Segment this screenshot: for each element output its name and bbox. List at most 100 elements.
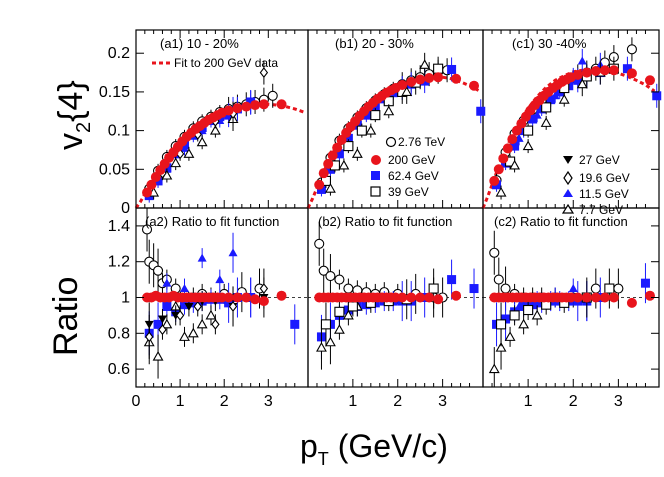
point-c1-77gev [522,140,534,151]
point-a2-200gev [250,294,261,305]
point-a2-196gev [211,318,220,330]
point-b1-200gev [397,79,408,90]
panel-label-b2: (b2) Ratio to fit function [318,214,452,229]
legend-marker-624gev [371,171,380,180]
point-b2-276tev [334,274,345,285]
point-b2-200gev [397,292,408,303]
legend-marker-200gev [371,155,381,165]
point-a2-77gev [152,350,164,361]
point-b2-276tev [314,238,325,249]
point-a2-196gev [228,301,238,312]
y-tick-label-top: 0.05 [99,161,130,178]
point-c1-200gev [581,67,592,78]
point-c2-77gev [518,318,530,329]
point-c2-276tev [613,283,624,294]
point-c2-200gev [590,292,601,303]
point-c1-624gev [652,91,662,101]
point-c2-624gev [501,314,511,324]
point-a2-27gev [157,315,167,324]
y-tick-label-bottom: 1 [121,290,130,307]
point-a2-77gev [179,331,190,341]
legend-marker-39gev [370,186,381,197]
point-c1-200gev [599,65,610,76]
y-title-top-v: v [52,133,90,150]
point-c1-200gev [502,143,513,154]
point-a2-200gev [258,296,269,307]
point-a2-77gev [187,327,199,338]
legend-label-276tev: 2.76 TeV [398,135,445,149]
point-a2-624gev [162,301,172,311]
y-tick-label-top: 0.15 [99,84,130,101]
point-a1-77gev [209,124,221,135]
point-a2-624gev [290,319,300,329]
y-title-top-sub: 2 [73,122,95,133]
x-tick-label: 2 [393,393,402,410]
point-a1-200gev [142,187,153,198]
point-b1-200gev [406,76,417,87]
point-a1-77gev [196,136,208,147]
point-a2-196gev [145,331,154,343]
point-b2-624gev [447,275,457,285]
point-b1-200gev [327,150,338,161]
point-b2-200gev [415,292,426,303]
point-b1-77gev [365,124,377,135]
ticks-layer: 0 1 2 3 1 2 3 1 2 3 0 0.05 0.1 0.15 0.2 0.6 0.8 1 1.2 1.4 [99,30,659,410]
x-tick-label: 3 [264,393,273,410]
point-a2-200gev [223,292,234,303]
point-a2-77gev [161,318,173,329]
y-tick-label-bottom: 0.6 [108,361,130,378]
point-b1-77gev [324,183,336,193]
point-a2-196gev [158,324,167,336]
panel-label-a2: (a2) Ratio to fit function [145,214,279,229]
point-c1-115gev [577,56,587,65]
point-c1-77gev [558,94,570,104]
point-c2-276tev [590,283,601,294]
point-b1-200gev [469,80,480,91]
point-b1-200gev [332,142,343,153]
point-c1-624gev [546,95,556,105]
point-c2-39gev [509,310,520,321]
point-c2-276tev [493,274,504,285]
point-a1-115gev [180,143,190,152]
point-a2-196gev [193,301,202,312]
point-c2-115gev [568,284,578,293]
point-c1-39gev [541,102,552,113]
point-c2-200gev [572,292,583,303]
y-tick-label-bottom: 0.8 [108,325,130,342]
point-c1-200gev [507,134,518,145]
point-c1-39gev [523,125,534,136]
point-a1-200gev [146,179,157,190]
point-a2-77gev [196,318,208,329]
legend-marker-77gev [561,203,575,214]
y-tick-label-top: 0 [121,200,130,217]
point-b1-39gev [343,141,354,152]
legend-label-624gev: 62.4 GeV [388,169,439,183]
point-a2-27gev [184,302,194,311]
point-a2-276tev [153,265,164,276]
point-b1-77gev [338,159,350,170]
point-b1-200gev [424,72,435,83]
point-c1-115gev [550,91,560,100]
point-b2-276tev [343,283,354,294]
legend-label-200gev: 200 GeV [388,153,435,167]
point-c2-77gev [488,363,500,374]
x-tick-label: 1 [176,393,185,410]
point-b1-39gev [433,63,444,74]
point-a1-200gev [223,105,234,116]
point-b2-276tev [325,270,336,282]
data-points-layer [141,37,662,387]
point-c2-200gev [599,292,610,303]
panel-label-c1: (c1) 30 -40% [512,36,587,51]
x-tick-label: 1 [524,393,533,410]
point-c1-200gev [644,75,655,86]
point-b1-200gev [415,74,426,85]
point-b2-39gev [347,301,358,312]
fit-legend-label: Fit to 200 GeV data [174,56,278,70]
point-c2-39gev [523,304,534,316]
point-b2-200gev [451,290,462,301]
point-b1-624gev [334,149,344,159]
x-tick-label: 3 [438,393,447,410]
point-c1-200gev [489,175,500,186]
x-tick-label: 2 [569,393,578,410]
point-b1-200gev [318,168,329,179]
